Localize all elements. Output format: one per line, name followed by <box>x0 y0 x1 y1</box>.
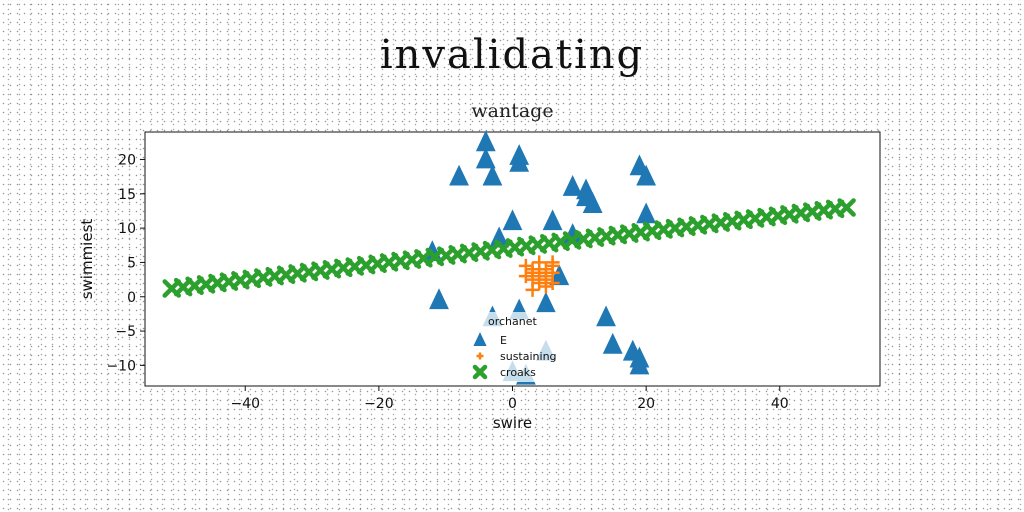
legend-label: E <box>500 334 507 347</box>
data-point-sustaining <box>538 272 553 287</box>
x-tick-label: −40 <box>230 396 260 412</box>
x-tick-label: 20 <box>637 396 655 412</box>
legend-box <box>474 312 576 382</box>
data-point-sustaining <box>525 265 540 280</box>
legend-label: sustaining <box>500 350 557 363</box>
data-point-e <box>536 291 556 313</box>
data-point-e <box>562 175 583 196</box>
data-point-e <box>482 164 503 186</box>
data-point-e <box>449 164 469 186</box>
y-tick-label: −10 <box>106 358 136 374</box>
data-point-sustaining <box>525 282 540 297</box>
data-point-e <box>636 164 657 186</box>
data-point-e <box>502 209 523 231</box>
x-tick-label: 40 <box>771 396 789 412</box>
x-tick-label: −20 <box>364 396 394 412</box>
data-point-sustaining <box>532 255 547 270</box>
data-point-e <box>636 202 657 224</box>
x-axis-label: swire <box>493 414 532 432</box>
data-point-croaks <box>837 198 856 217</box>
y-axis-label: swimmiest <box>78 219 96 300</box>
data-point-sustaining <box>545 255 560 270</box>
y-tick-label: 10 <box>118 221 136 237</box>
y-tick-label: −5 <box>115 324 136 340</box>
data-point-e <box>596 305 616 327</box>
data-point-e <box>475 147 496 169</box>
page-title: invalidating <box>379 32 645 78</box>
chart-title: wantage <box>471 100 553 122</box>
legend-marker <box>472 364 488 380</box>
data-point-e <box>582 192 603 213</box>
legend-marker <box>473 332 487 346</box>
y-tick-label: 5 <box>127 255 136 271</box>
legend-marker <box>476 352 484 360</box>
y-tick-label: 15 <box>118 187 136 203</box>
data-point-e <box>475 130 496 152</box>
data-point-e <box>489 226 510 248</box>
legend-label: croaks <box>500 366 536 379</box>
data-point-e <box>509 151 530 172</box>
data-point-e <box>629 353 650 375</box>
y-tick-label: 20 <box>118 152 136 168</box>
legend-title: orchanet <box>488 315 538 328</box>
data-point-e <box>602 332 623 354</box>
data-point-sustaining <box>518 258 533 273</box>
y-tick-label: 0 <box>127 290 136 306</box>
x-tick-label: 0 <box>508 396 517 412</box>
data-point-e <box>542 209 563 231</box>
data-point-e <box>549 264 570 286</box>
data-point-e <box>429 288 449 310</box>
